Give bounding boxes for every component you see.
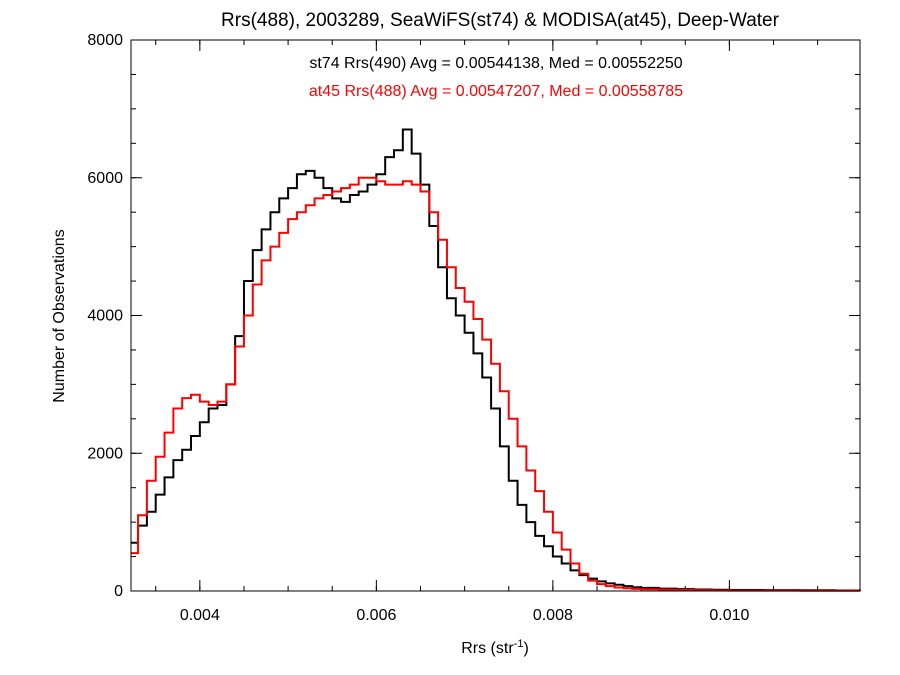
chart-title: Rrs(488), 2003289, SeaWiFS(st74) & MODIS…: [221, 10, 780, 31]
x-axis-label-main: Rrs (str: [461, 640, 514, 657]
y-tick-label: 4000: [87, 308, 123, 325]
y-axis-label-group: Number of Observations: [51, 229, 68, 402]
x-axis-label-superscript: -1: [514, 638, 524, 650]
y-tick-label: 6000: [87, 170, 123, 187]
annotation-at45: at45 Rrs(488) Avg = 0.00547207, Med = 0.…: [309, 83, 683, 100]
plot-frame: [130, 39, 861, 592]
x-tick-label: 0.010: [709, 607, 749, 624]
y-tick-label: 0: [114, 583, 123, 600]
series-layer: [131, 128, 861, 592]
x-tick-label: 0.004: [180, 607, 220, 624]
y-tick-label: 8000: [87, 32, 123, 49]
x-tick-label: 0.008: [533, 607, 573, 624]
series-line-at45: [131, 176, 861, 592]
x-axis-label: Rrs (str-1): [461, 638, 529, 657]
axis-tick-labels: 0.004 0.006 0.008 0.010 0 2000 4000 6000 8000: [87, 32, 749, 624]
annotation-st74: st74 Rrs(490) Avg = 0.00544138, Med = 0.…: [309, 55, 682, 72]
y-tick-label: 2000: [87, 445, 123, 462]
x-axis-label-close: ): [523, 640, 528, 657]
y-axis-label: Number of Observations: [51, 229, 68, 402]
x-tick-label: 0.006: [356, 607, 396, 624]
